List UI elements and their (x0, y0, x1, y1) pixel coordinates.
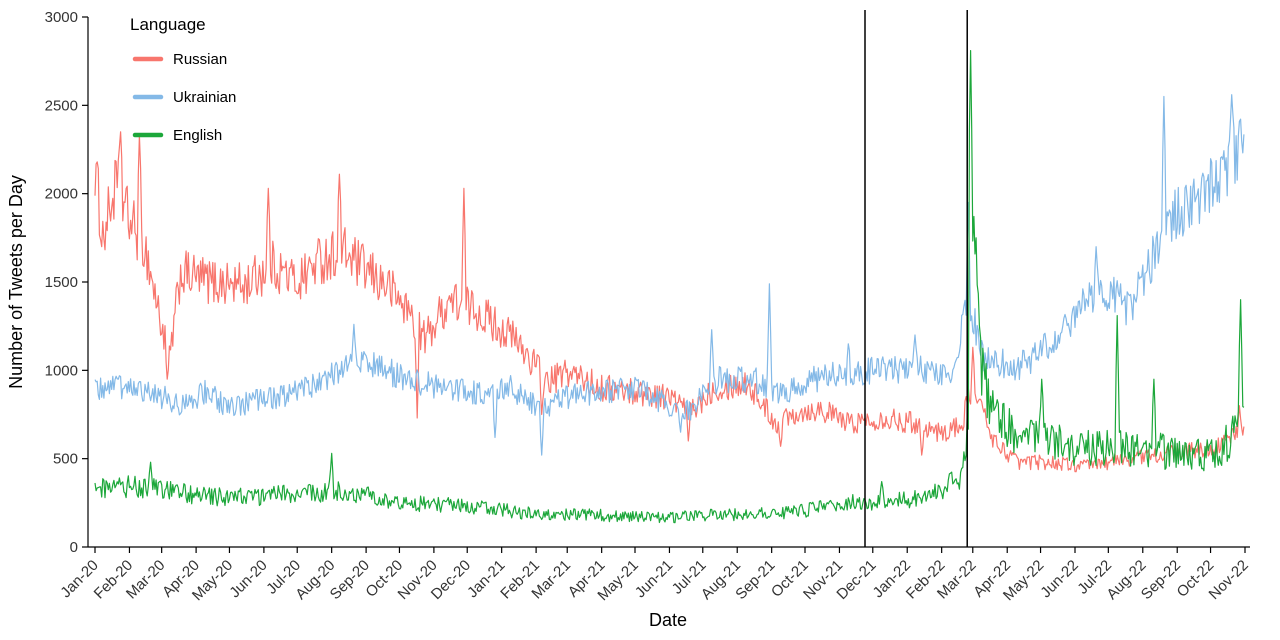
legend-label-ukrainian: Ukrainian (173, 89, 236, 106)
x-tick-label: Sep-20 (327, 557, 373, 603)
legend-label-english: English (173, 127, 222, 144)
y-tick-label: 2000 (45, 186, 78, 203)
legend-label-russian: Russian (173, 51, 227, 68)
x-tick-label: Jun-22 (1037, 557, 1081, 601)
series-line-russian (94, 131, 1245, 473)
x-tick-label: Jun-21 (632, 557, 676, 601)
y-axis: 0 500 1000 1500 2000 2500 3000 (45, 9, 89, 556)
legend-item-english: English (132, 127, 222, 144)
y-axis-title: Number of Tweets per Day (6, 175, 26, 389)
series-line-english (94, 50, 1245, 524)
event-vlines (864, 10, 968, 547)
series-lines (94, 50, 1245, 524)
y-tick-label: 0 (70, 539, 78, 556)
x-tick-label: Sep-21 (732, 557, 778, 603)
series-line-ukrainian (94, 94, 1245, 456)
x-axis-title: Date (649, 610, 687, 630)
x-tick-label: Jun-20 (226, 557, 270, 601)
legend-title: Language (130, 15, 206, 34)
x-tick-label: Nov-22 (1206, 557, 1252, 603)
legend: Language Russian Ukrainian English (130, 15, 236, 144)
y-tick-label: 2500 (45, 97, 78, 114)
y-tick-label: 500 (53, 451, 78, 468)
x-axis: Jan-20Feb-20Mar-20Apr-20May-20Jun-20Jul-… (57, 546, 1252, 604)
legend-item-russian: Russian (132, 51, 227, 68)
y-tick-label: 1500 (45, 274, 78, 291)
y-tick-label: 3000 (45, 9, 78, 26)
y-tick-label: 1000 (45, 362, 78, 379)
legend-item-ukrainian: Ukrainian (132, 89, 236, 106)
x-tick-label: Sep-22 (1138, 557, 1184, 603)
